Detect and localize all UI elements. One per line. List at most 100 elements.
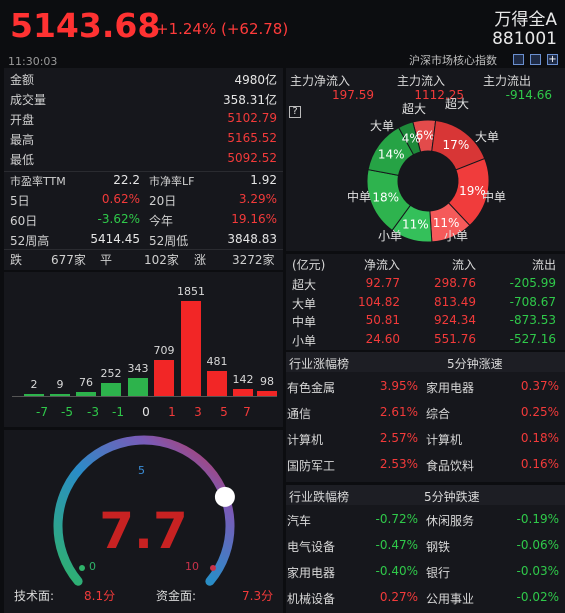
industry-name[interactable]: 计算机: [426, 433, 463, 447]
industry-name[interactable]: 钢铁: [426, 540, 451, 554]
d5-value: 0.62%: [101, 192, 140, 206]
donut-slice-percent: 17%: [443, 138, 470, 152]
industry-change: -0.02%: [516, 590, 559, 604]
pe-value: 22.2: [113, 173, 140, 187]
d60-value: -3.62%: [97, 212, 140, 226]
industry-change: -0.03%: [516, 564, 559, 578]
industry-name[interactable]: 公用事业: [426, 592, 475, 606]
flow-table-cell: 小单: [292, 333, 317, 348]
d20-value: 3.29%: [238, 192, 277, 206]
donut-slice-percent: 11%: [433, 216, 460, 230]
industry-change: 0.25%: [520, 405, 559, 419]
distribution-tick: 3: [194, 405, 202, 419]
fund-value: 7.3分: [242, 589, 274, 603]
distribution-bar-label: 98: [260, 374, 274, 388]
stat-value: 5102.79: [227, 111, 277, 125]
industry-change: 3.95%: [379, 379, 418, 393]
distribution-bar-label: 142: [232, 372, 254, 386]
industry-name[interactable]: 家用电器: [426, 381, 475, 395]
industry-name[interactable]: 计算机: [287, 433, 324, 447]
distribution-bar: [154, 359, 174, 396]
fall-speed-title: 5分钟跌速: [424, 490, 480, 504]
distribution-bar: [76, 392, 96, 396]
distribution-bar: [233, 388, 253, 396]
donut-slice-percent: 4%: [402, 132, 421, 146]
industry-name[interactable]: 休闲服务: [426, 514, 475, 528]
distribution-bar-label: 252: [100, 367, 122, 381]
flow-table-header: 流出: [531, 258, 556, 272]
pb-label: 市净率LF: [149, 175, 195, 188]
add-icon[interactable]: +: [547, 54, 558, 65]
index-price: 5143.68: [10, 6, 161, 45]
gauge-arc: [53, 435, 235, 586]
industry-change: -0.19%: [516, 512, 559, 526]
down-count: 677家: [51, 253, 86, 267]
industry-name[interactable]: 机械设备: [287, 592, 336, 606]
pb-value: 1.92: [250, 173, 277, 187]
donut-slice: [397, 121, 422, 156]
industry-name[interactable]: 国防军工: [287, 459, 336, 473]
main-outflow-label: 主力流出: [483, 74, 532, 88]
stat-label: 最低: [10, 153, 35, 167]
flow-table-cell: 92.77: [365, 276, 400, 290]
industry-rise-panel: 行业涨幅榜 5分钟涨速 有色金属 3.95% 家用电器 0.37% 通信 2.61% 综合 0…: [286, 352, 565, 482]
industry-change: 2.57%: [379, 431, 418, 445]
donut-slice-label: 大单: [370, 119, 394, 133]
distribution-bar-label: 709: [153, 343, 175, 357]
distribution-bar: [257, 390, 277, 396]
tech-value: 8.1分: [84, 589, 116, 603]
gauge-mid-label: 5: [138, 464, 145, 477]
donut-slice-percent: 6%: [416, 129, 435, 143]
distribution-tick: -5: [61, 405, 73, 419]
stat-label: 最高: [10, 133, 35, 147]
ytd-label: 今年: [149, 214, 174, 228]
donut-slice-label: 中单: [347, 189, 371, 204]
distribution-bar: [207, 371, 227, 396]
edit-icon[interactable]: [513, 54, 524, 65]
stat-label: 开盘: [10, 113, 35, 127]
d5-label: 5日: [10, 194, 30, 208]
industry-name[interactable]: 电气设备: [287, 540, 336, 554]
gauge-min-dot: [79, 565, 85, 571]
flow-table-cell: 104.82: [358, 294, 400, 309]
distribution-tick: 5: [220, 405, 228, 419]
distribution-bar: [101, 383, 121, 396]
industry-change: 0.37%: [520, 379, 559, 393]
flow-table-header: 净流入: [363, 258, 400, 272]
flow-table-cell: 551.76: [434, 331, 476, 346]
flow-table-cell: -873.53: [509, 313, 556, 327]
industry-fall-panel: 行业跌幅榜 5分钟跌速 汽车 -0.72% 休闲服务 -0.19% 电气设备 -0.47%…: [286, 485, 565, 613]
help-icon[interactable]: ?: [289, 106, 301, 118]
industry-name[interactable]: 综合: [426, 407, 451, 421]
updown-distribution-panel: 2 9 76 252 343 709 1851 481 142 98 -7 -5 -3 -1 0 1 3 5 7: [4, 272, 283, 427]
industry-name[interactable]: 食品饮料: [426, 459, 475, 473]
d60-label: 60日: [10, 214, 38, 228]
distribution-tick: -1: [112, 405, 124, 419]
pe-label: 市盈率TTM: [10, 175, 66, 188]
industry-name[interactable]: 汽车: [287, 514, 312, 528]
industry-change: -0.40%: [375, 564, 418, 578]
donut-slice-label: 小单: [378, 229, 402, 243]
donut-slice-percent: 14%: [378, 147, 405, 161]
header: 5143.68 +1.24% (+62.78) 万得全A 881001 11:3…: [0, 0, 565, 68]
score-gauge: [53, 435, 235, 586]
industry-name[interactable]: 银行: [426, 566, 451, 580]
hi52-value: 5414.45: [90, 232, 140, 246]
share-icon[interactable]: [530, 54, 541, 65]
industry-name[interactable]: 有色金属: [287, 381, 336, 395]
distribution-bar-label: 2: [30, 378, 38, 391]
industry-change: 0.27%: [379, 590, 418, 604]
flow-table-cell: 中单: [292, 315, 317, 329]
flat-count: 102家: [144, 253, 179, 267]
donut-slice-percent: 11%: [402, 218, 429, 232]
industry-name[interactable]: 通信: [287, 407, 312, 421]
fund-label: 资金面:: [156, 589, 197, 603]
industry-name[interactable]: 家用电器: [287, 566, 336, 580]
gauge-min-label: 0: [89, 560, 96, 573]
gauge-max-label: 10: [185, 560, 199, 573]
main-net-inflow-value: 197.59: [332, 88, 374, 102]
distribution-tick: 0: [142, 405, 150, 419]
industry-change: -0.47%: [375, 538, 418, 552]
gauge-knob: [214, 486, 235, 507]
distribution-tick: 7: [243, 405, 251, 419]
